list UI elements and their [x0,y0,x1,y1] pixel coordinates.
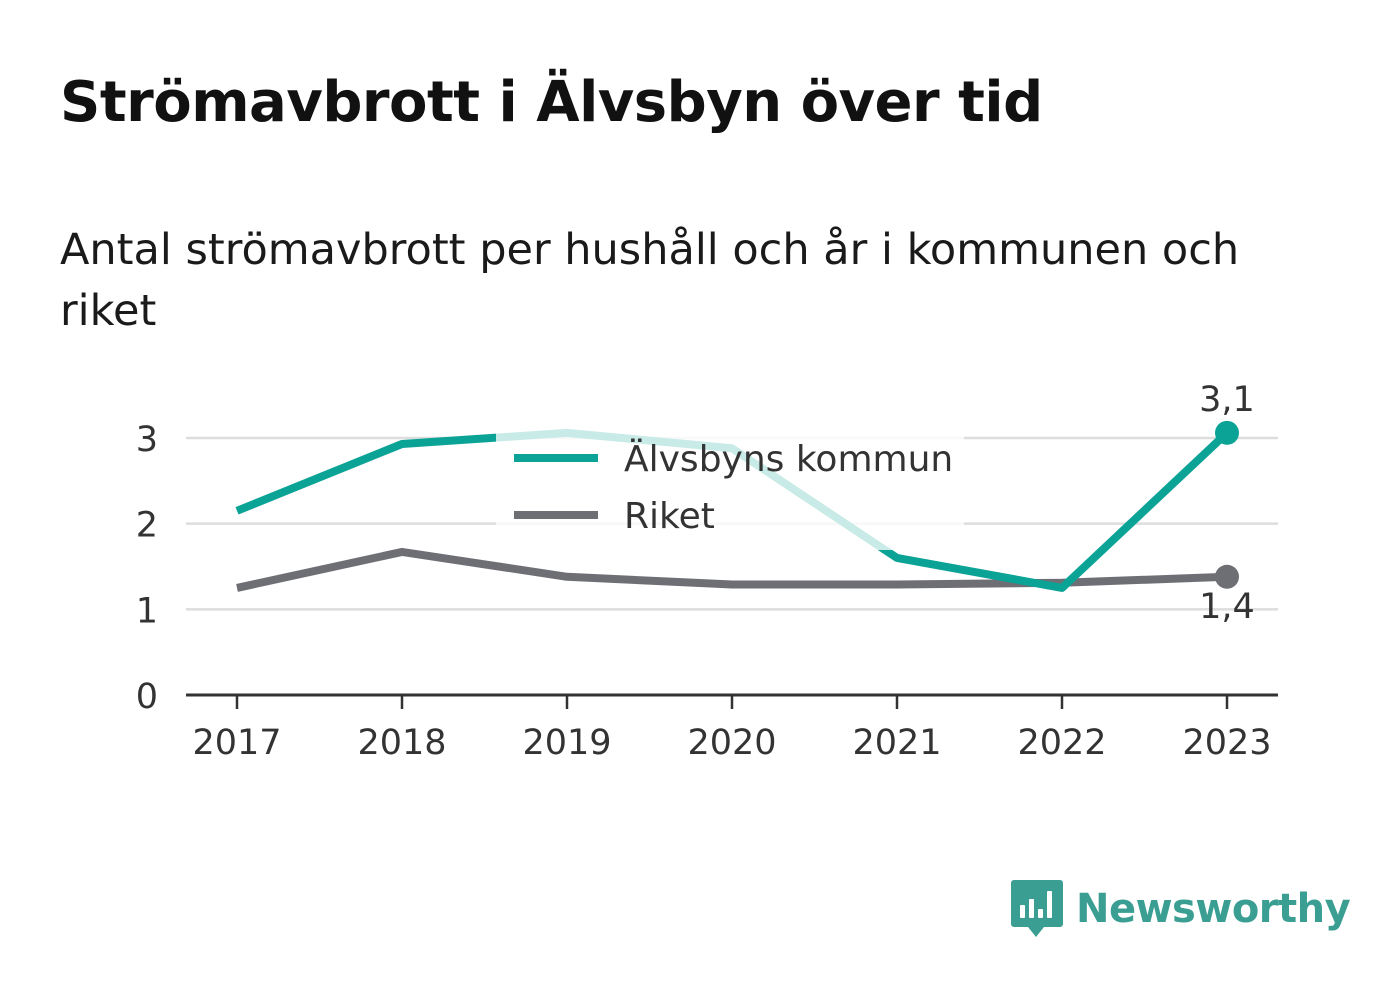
x-tick-label: 2017 [192,723,281,763]
legend-background [496,428,964,550]
end-value-label: 1,4 [1199,587,1255,627]
x-tick-label: 2021 [852,723,941,763]
newsworthy-brand: Newsworthy [1010,878,1351,940]
brand-name: Newsworthy [1076,886,1351,932]
x-tick-label: 2022 [1017,723,1106,763]
series-end-point-1 [1215,564,1239,589]
legend-label: Riket [624,496,715,537]
series-end-point-0 [1215,420,1239,445]
y-tick-label: 1 [136,591,158,631]
y-tick-label: 3 [136,420,158,460]
x-tick-label: 2020 [687,723,776,763]
chart-subtitle: Antal strömavbrott per hushåll och år i … [60,225,1240,336]
legend: Älvsbyns kommun Riket [496,428,964,550]
x-tick-label: 2023 [1182,723,1271,763]
end-value-label: 3,1 [1199,380,1255,420]
x-tick-label: 2019 [522,723,611,763]
newsworthy-logo-icon [1011,880,1063,937]
value-labels: 3,1 1,4 [1199,380,1255,627]
y-tick-label: 0 [136,677,158,717]
x-axis: 2017 2018 2019 2020 2021 2022 2023 [186,693,1278,763]
chart-title: Strömavbrott i Älvsbyn över tid [60,70,1043,135]
legend-label: Älvsbyns kommun [624,438,953,480]
x-tick-label: 2018 [357,723,446,763]
y-tick-label: 2 [136,506,158,546]
